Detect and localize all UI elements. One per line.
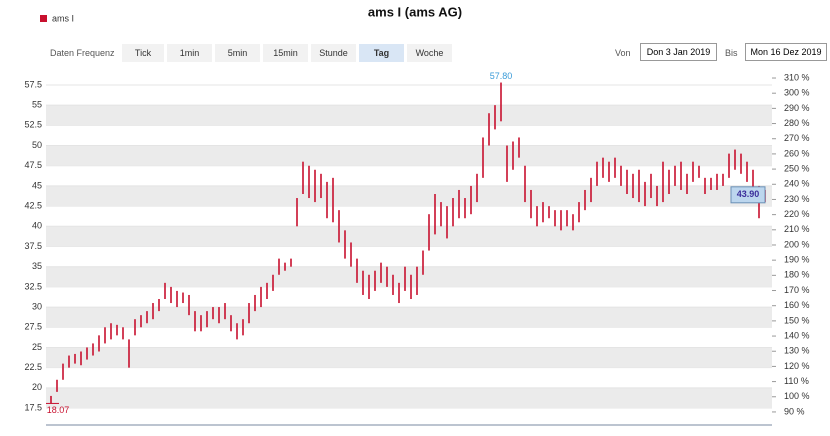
y2-tick-label: 280 % (784, 118, 810, 128)
y2-tick-label: 170 % (784, 285, 810, 295)
y2-tick-label: 210 % (784, 224, 810, 234)
chart-title: ams I (ams AG) (368, 4, 462, 19)
frequency-button[interactable]: 1min (167, 44, 212, 62)
legend-swatch (40, 15, 47, 22)
y2-tick-label: 240 % (784, 179, 810, 189)
frequency-button[interactable]: 5min (215, 44, 260, 62)
y-tick-label: 42.5 (24, 200, 42, 210)
grid-band (46, 307, 772, 328)
y-tick-label: 20 (32, 382, 42, 392)
y-tick-label: 57.5 (24, 79, 42, 89)
y-tick-label: 32.5 (24, 281, 42, 291)
min-label: 18.07 (47, 405, 70, 415)
y-tick-label: 17.5 (24, 402, 42, 412)
last-value-box (730, 186, 766, 204)
grid-band (46, 145, 772, 166)
from-date[interactable]: Don 3 Jan 2019 (640, 43, 717, 61)
y2-tick-label: 230 % (784, 194, 810, 204)
last-value-label: 43.90 (737, 189, 760, 199)
y-tick-label: 40 (32, 221, 42, 231)
max-label: 57.80 (490, 71, 513, 81)
frequency-button[interactable]: Tick (122, 44, 164, 62)
frequency-label: Daten Frequenz (50, 48, 115, 58)
y-tick-label: 37.5 (24, 241, 42, 251)
y-tick-label: 35 (32, 261, 42, 271)
grid-band (46, 105, 772, 126)
y2-tick-label: 190 % (784, 255, 810, 265)
y2-tick-label: 220 % (784, 209, 810, 219)
y2-tick-label: 140 % (784, 330, 810, 340)
y2-tick-label: 300 % (784, 88, 810, 98)
y2-tick-label: 270 % (784, 133, 810, 143)
y2-tick-label: 110 % (784, 376, 809, 386)
from-label: Von (615, 48, 631, 58)
y-tick-label: 45 (32, 180, 42, 190)
y-tick-label: 55 (32, 100, 42, 110)
y-tick-label: 50 (32, 140, 42, 150)
to-label: Bis (725, 48, 738, 58)
y2-tick-label: 100 % (784, 391, 810, 401)
y2-tick-label: 150 % (784, 315, 810, 325)
y2-tick-label: 250 % (784, 163, 810, 173)
y-tick-label: 30 (32, 301, 42, 311)
y2-tick-label: 90 % (784, 406, 805, 416)
grid-band (46, 185, 772, 207)
legend-label: ams I (52, 13, 74, 23)
y2-tick-label: 310 % (784, 72, 810, 82)
y-tick-label: 25 (32, 342, 42, 352)
frequency-button[interactable]: Woche (407, 44, 452, 62)
to-date[interactable]: Mon 16 Dez 2019 (745, 43, 827, 61)
grid-band (46, 226, 772, 247)
frequency-button[interactable]: Tag (359, 44, 404, 62)
y2-tick-label: 260 % (784, 148, 810, 158)
y2-tick-label: 160 % (784, 300, 810, 310)
grid-band (46, 387, 772, 409)
y2-tick-label: 180 % (784, 270, 810, 280)
y-tick-label: 22.5 (24, 362, 42, 372)
grid-band (46, 347, 772, 368)
y2-tick-label: 130 % (784, 346, 810, 356)
y2-tick-label: 120 % (784, 361, 810, 371)
grid-band (46, 266, 772, 287)
frequency-button[interactable]: 15min (263, 44, 308, 62)
y-tick-label: 52.5 (24, 120, 42, 130)
y-tick-label: 47.5 (24, 160, 42, 170)
y2-tick-label: 290 % (784, 103, 810, 113)
y2-tick-label: 200 % (784, 239, 810, 249)
frequency-button[interactable]: Stunde (311, 44, 356, 62)
y-tick-label: 27.5 (24, 322, 42, 332)
